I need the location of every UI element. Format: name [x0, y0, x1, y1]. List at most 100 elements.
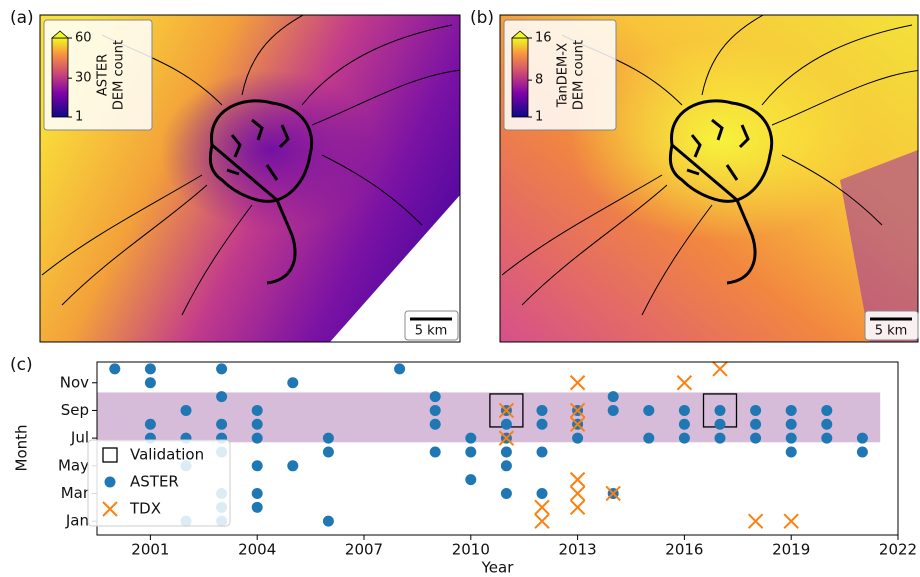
colorbar-title: TanDEM-X [556, 43, 571, 108]
point [144, 363, 156, 375]
map-b [500, 15, 918, 342]
point [534, 499, 550, 516]
x-tick-label: 2019 [772, 541, 810, 559]
point [216, 363, 228, 375]
point [500, 418, 512, 430]
point [821, 404, 833, 416]
point [429, 446, 441, 458]
legend-marker [102, 501, 118, 517]
x-tick-label: 2001 [131, 541, 169, 559]
colorbar-title: DEM count [112, 40, 127, 110]
point [785, 404, 797, 416]
point [678, 404, 690, 416]
x-tick-label: 2004 [238, 541, 276, 559]
point [534, 513, 550, 529]
point [569, 375, 586, 391]
point [429, 418, 441, 430]
map-shade [840, 150, 918, 342]
point [465, 474, 477, 486]
point [572, 432, 584, 444]
legend-label: Validation [130, 446, 204, 464]
panel-label: (b) [470, 8, 494, 28]
point [714, 404, 726, 416]
point [180, 404, 192, 416]
legend-marker [102, 447, 118, 463]
point [821, 432, 833, 444]
point [109, 363, 121, 375]
y-tick-label: Jan [65, 512, 89, 530]
point [536, 446, 548, 458]
point [821, 418, 833, 430]
no-data [330, 195, 460, 342]
point [500, 460, 512, 472]
panel-label: (c) [10, 355, 33, 375]
colorbar-tick-label: 1 [535, 110, 543, 125]
point [498, 402, 515, 419]
point [605, 485, 621, 502]
point [536, 418, 548, 430]
point [856, 446, 868, 458]
point [536, 487, 548, 499]
point [465, 446, 477, 458]
colorbar [51, 37, 69, 118]
legend-marker [104, 476, 116, 488]
point [536, 404, 548, 416]
point [498, 430, 515, 446]
point [429, 391, 441, 403]
point [750, 432, 762, 444]
x-axis-label: Year [481, 559, 515, 577]
point [678, 418, 690, 430]
panel-label: (a) [10, 8, 34, 28]
map-frame [39, 14, 461, 343]
point [712, 361, 728, 377]
legend-label: TDX [129, 500, 161, 518]
point [569, 416, 586, 432]
point [500, 446, 512, 458]
y-tick-label: Sep [61, 401, 89, 419]
point [429, 404, 441, 416]
point [785, 446, 797, 458]
span [97, 392, 881, 443]
point [714, 432, 726, 444]
point [856, 432, 868, 444]
colorbar [511, 37, 529, 118]
colorbar-box [503, 19, 617, 131]
y-tick-label: May [58, 456, 89, 474]
point [785, 418, 797, 430]
point [750, 404, 762, 416]
point [783, 513, 799, 529]
point [251, 404, 263, 416]
point [500, 487, 512, 499]
map-shade [570, 40, 870, 240]
point [465, 432, 477, 444]
point [287, 460, 299, 472]
colorbar-extend [50, 30, 70, 39]
y-tick-label: Nov [60, 373, 89, 391]
colorbar-tick-label: 8 [535, 73, 543, 88]
colorbar-tick-label: 30 [75, 71, 92, 86]
point [322, 432, 334, 444]
point [569, 499, 586, 516]
point [322, 515, 334, 527]
point [394, 363, 406, 375]
chart: (c) 2001 2004 2007 2010 2013 2016 2019 2022 Jan Ma… [10, 355, 917, 577]
x-tick-label: 2022 [879, 541, 917, 559]
scale-bar-label: 5 km [415, 324, 448, 339]
colorbar-title: DEM count [572, 40, 587, 110]
x-tick-label: 2007 [345, 541, 383, 559]
legend-box [87, 439, 231, 527]
colorbar-title: ASTER [96, 54, 111, 96]
point [569, 402, 586, 419]
colorbar-tick-label: 16 [535, 31, 552, 46]
legend-label: ASTER [130, 473, 179, 491]
point [251, 460, 263, 472]
point [144, 418, 156, 430]
point [714, 418, 726, 430]
point [251, 487, 263, 499]
map-shade [160, 70, 380, 230]
y-tick-label: Mar [61, 484, 90, 502]
point [144, 377, 156, 389]
point [676, 375, 693, 391]
point [643, 404, 655, 416]
